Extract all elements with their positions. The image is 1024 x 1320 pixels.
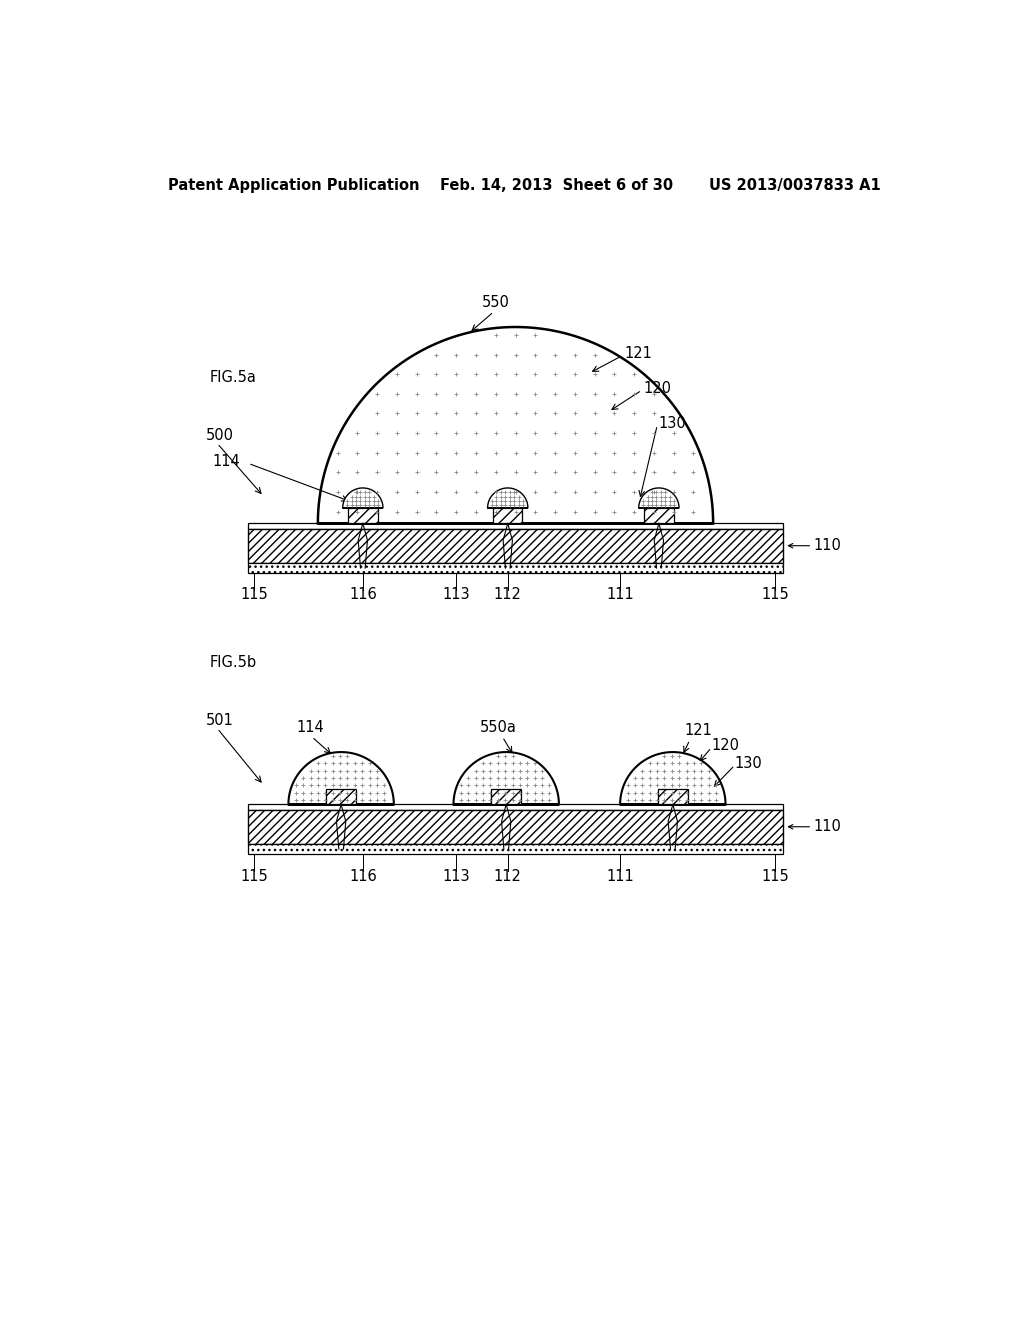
Bar <box>248 810 783 843</box>
Text: 112: 112 <box>494 869 521 883</box>
Text: 111: 111 <box>606 587 634 602</box>
Bar <box>492 789 521 804</box>
Polygon shape <box>621 752 726 804</box>
Text: 113: 113 <box>442 587 470 602</box>
Polygon shape <box>343 488 383 508</box>
Text: 112: 112 <box>494 587 521 602</box>
Polygon shape <box>639 488 679 508</box>
Text: 550a: 550a <box>480 721 517 735</box>
Text: 115: 115 <box>241 869 268 883</box>
Text: 120: 120 <box>712 738 739 754</box>
Bar <box>327 789 356 804</box>
Bar <box>658 789 687 804</box>
Text: 500: 500 <box>206 428 233 444</box>
Polygon shape <box>289 752 394 804</box>
Polygon shape <box>487 488 528 508</box>
Bar <box>248 562 783 573</box>
Polygon shape <box>317 327 713 524</box>
Text: 130: 130 <box>735 756 763 771</box>
Text: 110: 110 <box>814 820 842 834</box>
Bar <box>644 508 674 524</box>
Bar <box>493 508 522 524</box>
Text: FIG.5b: FIG.5b <box>209 655 256 671</box>
Text: 501: 501 <box>206 713 233 729</box>
Text: 130: 130 <box>658 416 687 430</box>
Text: 114: 114 <box>296 721 324 735</box>
Text: 116: 116 <box>349 869 377 883</box>
Bar <box>248 804 783 810</box>
Text: 121: 121 <box>684 723 713 738</box>
Text: 120: 120 <box>643 381 672 396</box>
Bar <box>248 843 783 854</box>
Text: 121: 121 <box>624 346 652 362</box>
Text: 550: 550 <box>482 296 510 310</box>
Bar <box>348 508 378 524</box>
Text: FIG.5a: FIG.5a <box>209 371 256 385</box>
Text: 115: 115 <box>761 587 790 602</box>
Polygon shape <box>454 752 559 804</box>
Text: 114: 114 <box>213 454 241 470</box>
Bar <box>248 523 783 529</box>
Text: 111: 111 <box>606 869 634 883</box>
Bar <box>248 529 783 562</box>
Text: Patent Application Publication    Feb. 14, 2013  Sheet 6 of 30       US 2013/003: Patent Application Publication Feb. 14, … <box>168 178 882 193</box>
Text: 110: 110 <box>814 539 842 553</box>
Text: 115: 115 <box>241 587 268 602</box>
Text: 116: 116 <box>349 587 377 602</box>
Text: 113: 113 <box>442 869 470 883</box>
Text: 115: 115 <box>761 869 790 883</box>
